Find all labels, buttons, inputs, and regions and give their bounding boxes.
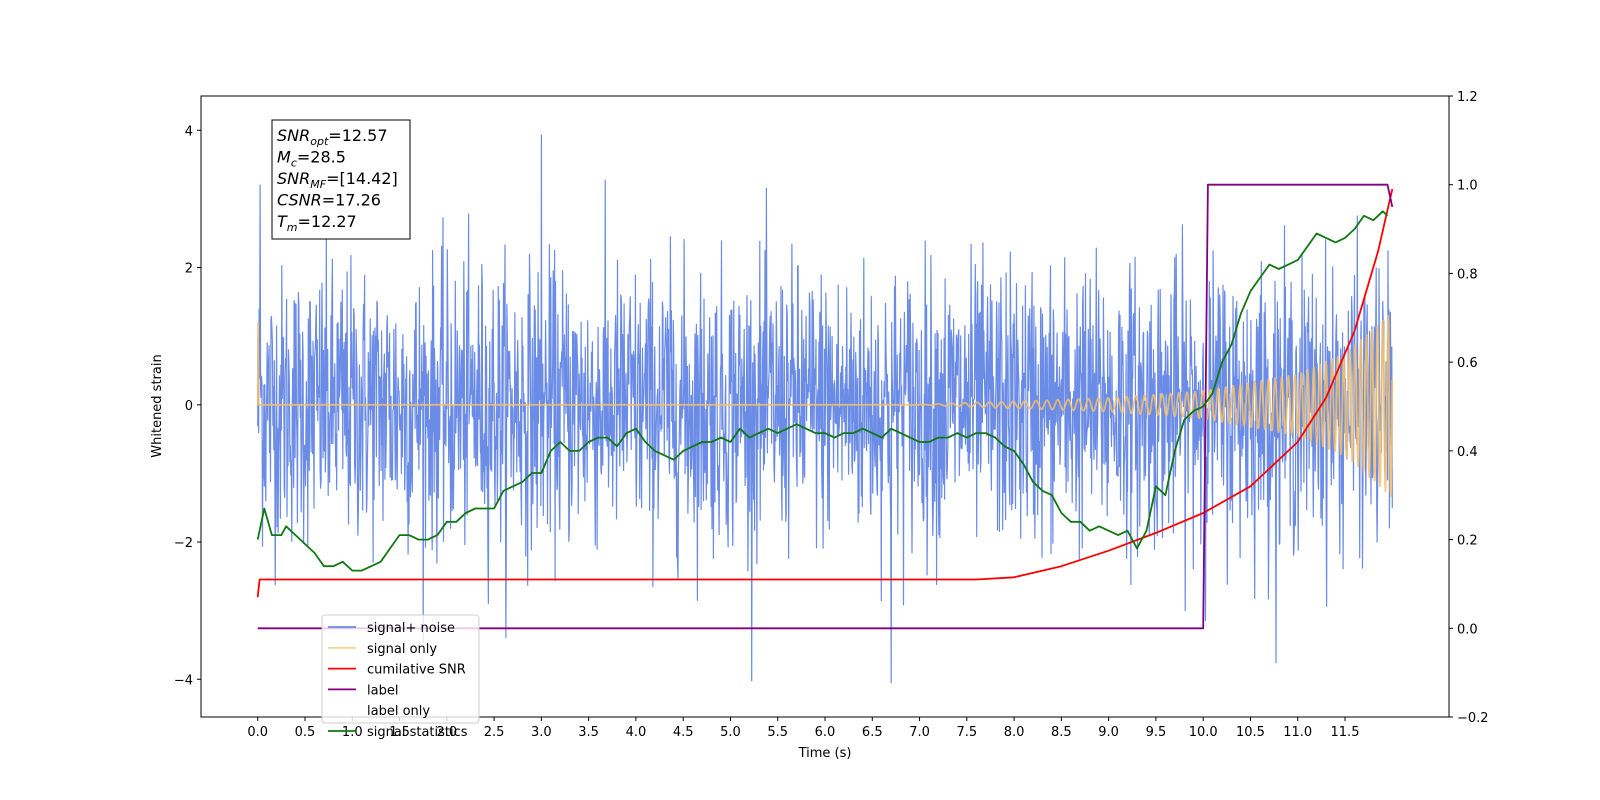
y-left-tick-label: 4 <box>185 124 193 139</box>
x-tick-label: 9.5 <box>1146 725 1167 740</box>
legend-label: signal only <box>367 642 437 657</box>
annotation-frame <box>271 119 411 240</box>
y-right-tick-label: 0.0 <box>1457 622 1478 637</box>
y-right-tick-label: 1.2 <box>1457 90 1478 105</box>
x-tick-label: 6.0 <box>815 725 836 740</box>
y-right-tick-label: 0.8 <box>1457 267 1478 282</box>
x-tick-label: 1.0 <box>342 725 363 740</box>
x-tick-label: 0.0 <box>247 725 268 740</box>
x-tick-label: 3.0 <box>531 725 552 740</box>
x-tick-label: 6.5 <box>862 725 883 740</box>
x-axis-label: Time (s) <box>798 746 852 761</box>
series-line-2 <box>256 188 1394 598</box>
y-left-tick-label: −2 <box>174 536 193 551</box>
x-tick-label: 11.5 <box>1331 725 1360 740</box>
x-tick-label: 7.5 <box>956 725 977 740</box>
y-left-tick-label: 2 <box>185 262 193 277</box>
annotation-line: Mc=28.5 <box>277 148 346 170</box>
x-tick-label: 10.0 <box>1189 725 1218 740</box>
annotation-line: SNRMF=[14.42] <box>277 169 398 191</box>
plot-area <box>256 134 1394 684</box>
legend-frame <box>321 614 480 724</box>
x-tick-label: 1.5 <box>389 725 410 740</box>
series-line-0 <box>257 134 1393 684</box>
legend: signal+ noise signal only cumilative SNR la… <box>321 614 480 740</box>
legend-label: label only <box>367 704 430 719</box>
x-tick-label: 7.0 <box>909 725 930 740</box>
y-right-tick-label: 0.6 <box>1457 356 1478 371</box>
x-tick-label: 5.0 <box>720 725 741 740</box>
y-right-tick-label: 0.2 <box>1457 534 1478 549</box>
legend-label: cumilative SNR <box>367 663 466 678</box>
y-left-tick-label: −4 <box>174 673 193 688</box>
x-tick-label: 4.0 <box>626 725 647 740</box>
annotation-line: CSNR=17.26 <box>277 191 381 210</box>
x-axis: 0.0 0.5 1.0 1.5 2.0 2.5 3.0 3.5 4.0 4.5 5.0 5.5 6.0 6… <box>247 717 1359 740</box>
x-tick-label: 2.5 <box>484 725 505 740</box>
y-right-tick-label: 1.0 <box>1457 179 1478 194</box>
annotation-line: SNRopt=12.57 <box>277 126 388 148</box>
annotation-line: Tm=12.27 <box>277 212 357 234</box>
series-line-5 <box>256 210 1389 572</box>
legend-label: signal statistics <box>367 725 468 740</box>
x-tick-label: 3.5 <box>578 725 599 740</box>
x-tick-label: 2.0 <box>436 725 457 740</box>
x-tick-label: 8.0 <box>1004 725 1025 740</box>
legend-label: label <box>367 683 398 698</box>
y-right-tick-label: −0.2 <box>1457 711 1489 726</box>
y-axis-right: −0.2 0.0 0.2 0.4 0.6 0.8 1.0 1.2 <box>1449 90 1489 726</box>
x-tick-label: 10.5 <box>1236 725 1265 740</box>
y-right-tick-label: 0.4 <box>1457 445 1478 460</box>
legend-label: signal+ noise <box>367 621 455 636</box>
y-axis-label-left: Whitened strain <box>150 354 165 457</box>
x-tick-label: 11.0 <box>1283 725 1312 740</box>
x-tick-label: 9.0 <box>1098 725 1119 740</box>
x-tick-label: 0.5 <box>295 725 316 740</box>
series-line-1 <box>256 314 1394 497</box>
y-left-tick-label: 0 <box>185 399 193 414</box>
x-tick-label: 8.5 <box>1051 725 1072 740</box>
x-tick-label: 5.5 <box>767 725 788 740</box>
x-tick-label: 4.5 <box>673 725 694 740</box>
annotation-box: SNRopt=12.57Mc=28.5SNRMF=[14.42]CSNR=17.… <box>271 119 411 240</box>
series-line-3 <box>257 183 1394 630</box>
y-axis-left: −4 −2 0 2 4 <box>174 124 201 688</box>
